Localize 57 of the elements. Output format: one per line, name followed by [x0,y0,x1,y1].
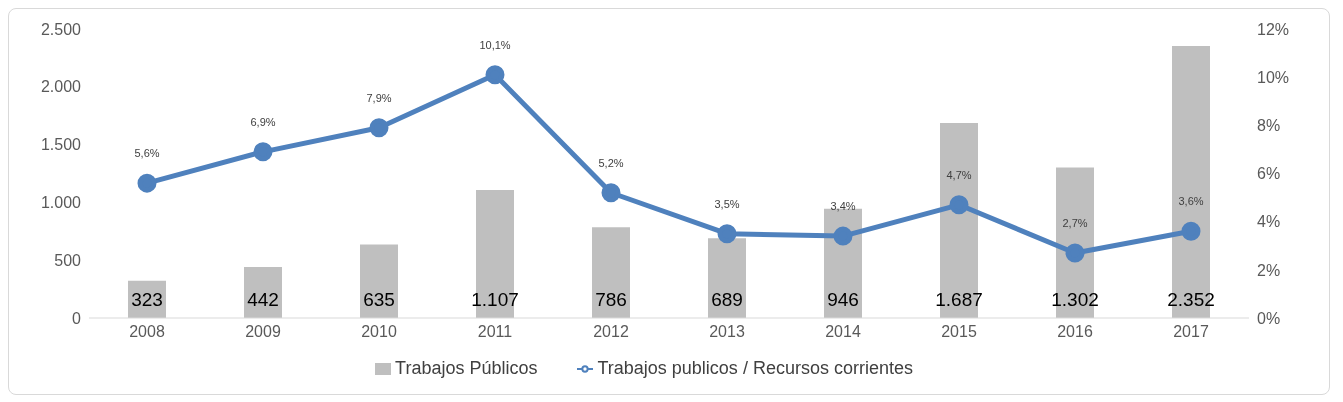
x-tick-label: 2010 [361,323,397,341]
y-tick-label: 0 [72,309,82,327]
x-tick-label: 2013 [709,323,745,341]
data-label: 2.352 [1167,289,1215,310]
x-tick-label: 2009 [245,323,281,341]
x-tick-label: 2016 [1057,323,1093,341]
data-label: 4,7% [946,168,972,181]
data-label: 1.302 [1051,289,1099,310]
point [137,173,157,193]
data-label: 1.687 [935,289,983,310]
data-label: 7,9% [366,91,392,104]
point [253,142,273,162]
point [717,224,737,244]
point [833,226,853,246]
data-label: 5,6% [134,147,160,160]
x-tick-label: 2015 [941,323,977,341]
x-tick-label: 2012 [593,323,629,341]
point [1181,221,1201,241]
legend-label: Trabajos Públicos [395,358,538,378]
point [369,118,389,138]
y-tick-label: 500 [54,251,82,269]
y-tick-label: 1.500 [40,136,82,154]
y2-tick-label: 0% [1257,309,1281,327]
y2-tick-label: 8% [1257,117,1281,135]
y2-tick-label: 4% [1257,213,1281,231]
bar [592,227,630,318]
legend-label: Trabajos publicos / Recursos corrientes [597,358,913,378]
y-tick-label: 1.000 [40,194,82,212]
data-label: 786 [595,289,627,310]
data-label: 689 [711,289,743,310]
x-tick-label: 2008 [129,323,165,341]
y2-tick-label: 2% [1257,261,1281,279]
y-tick-label: 2.000 [40,78,82,96]
point [485,65,505,85]
data-label: 2,7% [1062,216,1088,229]
data-label: 1.107 [471,289,519,310]
x-tick-label: 2011 [477,323,513,341]
point [601,183,621,203]
data-label: 3,4% [830,200,856,213]
point [1065,243,1085,263]
x-tick-label: 2014 [825,323,861,341]
data-label: 3,6% [1178,195,1204,208]
data-label: 10,1% [479,38,511,51]
y2-tick-label: 12% [1257,20,1290,38]
bar [360,244,398,318]
data-label: 946 [827,289,859,310]
data-label: 6,9% [250,115,276,128]
data-label: 3,5% [714,197,740,210]
y2-tick-label: 6% [1257,165,1281,183]
data-label: 635 [363,289,395,310]
point [949,195,969,215]
y2-tick-label: 10% [1257,68,1290,86]
y-tick-label: 2.500 [40,20,82,38]
data-label: 323 [131,289,163,310]
data-label: 442 [247,289,279,310]
x-tick-label: 2017 [1173,323,1209,341]
data-label: 5,2% [598,156,624,169]
